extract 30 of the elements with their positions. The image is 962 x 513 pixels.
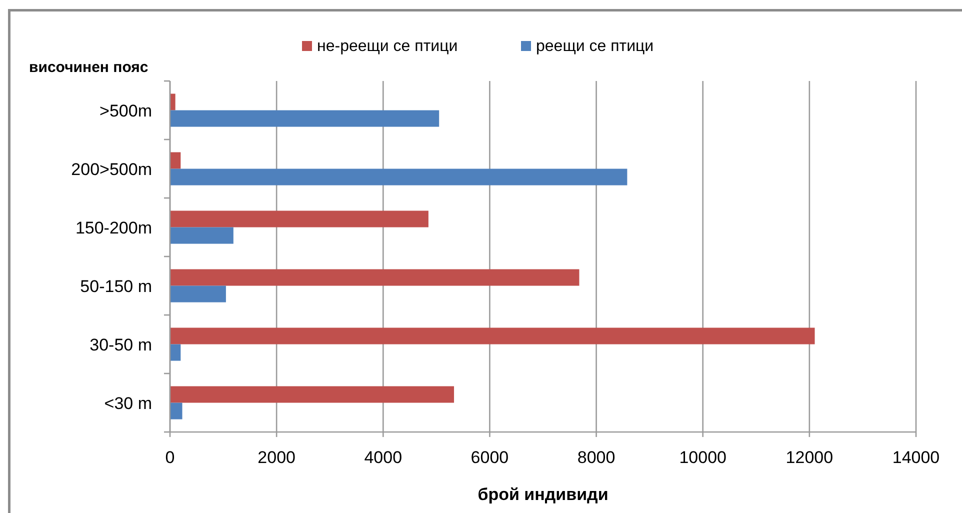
x-axis-title: брой индивиди: [478, 485, 608, 504]
y-tick-label: >500m: [100, 101, 152, 120]
bar: [170, 152, 181, 169]
bar: [170, 386, 454, 403]
bar: [170, 269, 580, 286]
x-tick-label: 14000: [892, 448, 940, 467]
x-tick-label: 4000: [364, 448, 402, 467]
y-tick-label: 30-50 m: [90, 335, 152, 354]
y-tick-label: 150-200m: [75, 218, 152, 238]
bar: [170, 402, 182, 420]
bar: [170, 328, 815, 344]
bar: [170, 110, 440, 127]
legend-label: не-реещи се птици: [317, 38, 458, 55]
x-tick-label: 10000: [679, 448, 726, 467]
bar: [170, 227, 234, 244]
bar: [170, 286, 226, 302]
y-tick-label: 50-150 m: [80, 276, 152, 296]
x-tick-label: 0: [165, 448, 175, 467]
bar: [170, 210, 428, 228]
y-tick-label: 200>500m: [71, 160, 152, 179]
bar: [170, 344, 181, 361]
x-tick-label: 6000: [470, 448, 509, 467]
legend-label: реещи се птици: [536, 38, 654, 55]
bar: [170, 94, 176, 110]
x-tick-label: 2000: [258, 448, 296, 467]
x-tick-label: 12000: [786, 448, 834, 467]
y-tick-label: <30 m: [104, 394, 152, 413]
y-axis-title: височинен пояс: [29, 59, 148, 76]
bar: [170, 168, 628, 186]
x-tick-label: 8000: [577, 448, 616, 467]
